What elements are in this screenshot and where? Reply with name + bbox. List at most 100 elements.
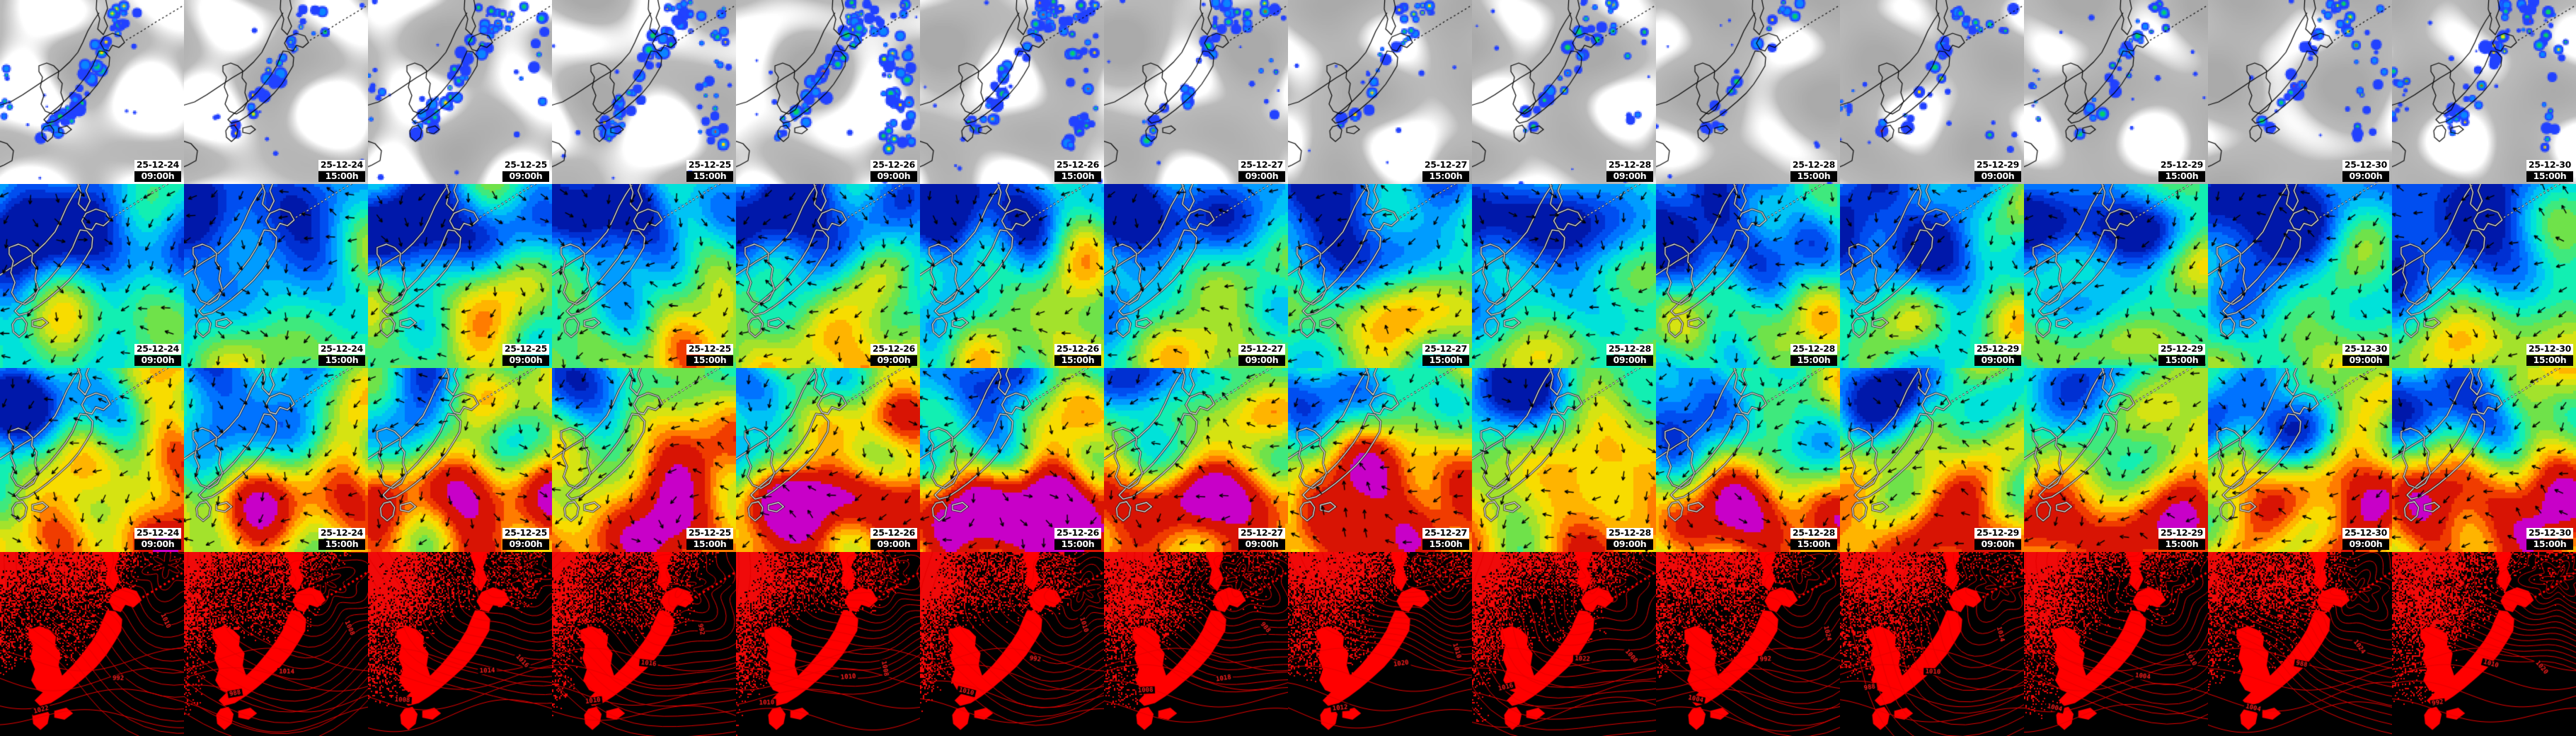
map-canvas (184, 368, 368, 552)
forecast-panel-row1-col9[interactable]: 25-12-28 09:00h (1472, 0, 1656, 184)
forecast-panel-row3-col14[interactable]: 25-12-30 15:00h (2392, 368, 2576, 552)
forecast-panel-row2-col3[interactable]: 25-12-25 09:00h (368, 184, 552, 368)
map-canvas (1840, 0, 2024, 184)
forecast-panel-row3-col4[interactable]: 25-12-25 15:00h (552, 368, 736, 552)
timestamp-badge: 25-12-28 15:00h (1790, 344, 1837, 366)
forecast-panel-row2-col5[interactable]: 25-12-26 09:00h (736, 184, 920, 368)
date-label: 25-12-30 (2526, 528, 2573, 539)
date-label: 25-12-28 (1790, 344, 1837, 355)
forecast-panel-row3-col10[interactable]: 25-12-28 15:00h (1656, 368, 1840, 552)
date-label: 25-12-29 (2158, 344, 2205, 355)
time-label: 09:00h (1238, 355, 1285, 366)
forecast-panel-row3-col13[interactable]: 25-12-30 09:00h (2208, 368, 2392, 552)
time-label: 15:00h (1054, 539, 1101, 550)
time-label: 15:00h (686, 171, 733, 182)
timestamp-badge: 25-12-29 09:00h (1974, 344, 2021, 366)
forecast-panel-row1-col14[interactable]: 25-12-30 15:00h (2392, 0, 2576, 184)
map-canvas (184, 184, 368, 368)
forecast-panel-row2-col7[interactable]: 25-12-27 09:00h (1104, 184, 1288, 368)
date-label: 25-12-27 (1238, 528, 1285, 539)
date-label: 25-12-29 (1974, 160, 2021, 171)
forecast-panel-row3-col2[interactable]: 25-12-24 15:00h (184, 368, 368, 552)
forecast-panel-row1-col4[interactable]: 25-12-25 15:00h (552, 0, 736, 184)
forecast-panel-row2-col2[interactable]: 25-12-24 15:00h (184, 184, 368, 368)
timestamp-badge: 25-12-25 09:00h (502, 160, 549, 182)
forecast-panel-row4-col13[interactable] (2208, 552, 2392, 736)
forecast-panel-row4-col6[interactable] (920, 552, 1104, 736)
map-canvas (368, 552, 552, 736)
forecast-panel-row1-col8[interactable]: 25-12-27 15:00h (1288, 0, 1472, 184)
map-canvas (552, 0, 736, 184)
map-canvas (552, 552, 736, 736)
timestamp-badge: 25-12-29 15:00h (2158, 344, 2205, 366)
timestamp-badge: 25-12-24 09:00h (134, 160, 181, 182)
forecast-panel-row3-col9[interactable]: 25-12-28 09:00h (1472, 368, 1656, 552)
date-label: 25-12-25 (502, 344, 549, 355)
forecast-panel-row4-col7[interactable] (1104, 552, 1288, 736)
forecast-panel-row3-col7[interactable]: 25-12-27 09:00h (1104, 368, 1288, 552)
forecast-panel-row4-col4[interactable] (552, 552, 736, 736)
forecast-panel-row2-col12[interactable]: 25-12-29 15:00h (2024, 184, 2208, 368)
forecast-panel-row4-col9[interactable] (1472, 552, 1656, 736)
forecast-panel-row1-col2[interactable]: 25-12-24 15:00h (184, 0, 368, 184)
forecast-panel-row3-col1[interactable]: 25-12-24 09:00h (0, 368, 184, 552)
time-label: 09:00h (134, 539, 181, 550)
timestamp-badge: 25-12-24 09:00h (134, 344, 181, 366)
forecast-panel-row3-col6[interactable]: 25-12-26 15:00h (920, 368, 1104, 552)
time-label: 09:00h (134, 171, 181, 182)
forecast-panel-row2-col1[interactable]: 25-12-24 09:00h (0, 184, 184, 368)
forecast-panel-row4-col10[interactable] (1656, 552, 1840, 736)
map-canvas (920, 0, 1104, 184)
forecast-panel-row4-col1[interactable] (0, 552, 184, 736)
time-label: 15:00h (1790, 355, 1837, 366)
map-canvas (2392, 0, 2576, 184)
forecast-panel-row4-col2[interactable] (184, 552, 368, 736)
forecast-panel-row1-col5[interactable]: 25-12-26 09:00h (736, 0, 920, 184)
forecast-panel-row2-col11[interactable]: 25-12-29 09:00h (1840, 184, 2024, 368)
forecast-panel-row1-col1[interactable]: 25-12-24 09:00h (0, 0, 184, 184)
forecast-panel-row2-col6[interactable]: 25-12-26 15:00h (920, 184, 1104, 368)
map-canvas (0, 184, 184, 368)
date-label: 25-12-27 (1238, 160, 1285, 171)
date-label: 25-12-26 (1054, 160, 1101, 171)
forecast-panel-row2-col13[interactable]: 25-12-30 09:00h (2208, 184, 2392, 368)
time-label: 09:00h (1974, 539, 2021, 550)
forecast-panel-row2-col9[interactable]: 25-12-28 09:00h (1472, 184, 1656, 368)
forecast-panel-row3-col12[interactable]: 25-12-29 15:00h (2024, 368, 2208, 552)
date-label: 25-12-28 (1790, 160, 1837, 171)
forecast-panel-row2-col8[interactable]: 25-12-27 15:00h (1288, 184, 1472, 368)
date-label: 25-12-26 (870, 344, 917, 355)
time-label: 09:00h (1238, 539, 1285, 550)
forecast-panel-row1-col7[interactable]: 25-12-27 09:00h (1104, 0, 1288, 184)
forecast-panel-row2-col10[interactable]: 25-12-28 15:00h (1656, 184, 1840, 368)
forecast-panel-row4-col8[interactable] (1288, 552, 1472, 736)
forecast-panel-row3-col11[interactable]: 25-12-29 09:00h (1840, 368, 2024, 552)
forecast-panel-row1-col10[interactable]: 25-12-28 15:00h (1656, 0, 1840, 184)
time-label: 09:00h (502, 171, 549, 182)
forecast-panel-row3-col5[interactable]: 25-12-26 09:00h (736, 368, 920, 552)
timestamp-badge: 25-12-27 15:00h (1422, 160, 1469, 182)
date-label: 25-12-30 (2526, 160, 2573, 171)
timestamp-badge: 25-12-25 15:00h (686, 344, 733, 366)
forecast-panel-row4-col12[interactable] (2024, 552, 2208, 736)
timestamp-badge: 25-12-30 15:00h (2526, 344, 2573, 366)
forecast-panel-row1-col3[interactable]: 25-12-25 09:00h (368, 0, 552, 184)
map-canvas (1840, 552, 2024, 736)
forecast-panel-row2-col4[interactable]: 25-12-25 15:00h (552, 184, 736, 368)
forecast-panel-row4-col3[interactable] (368, 552, 552, 736)
forecast-panel-row2-col14[interactable]: 25-12-30 15:00h (2392, 184, 2576, 368)
date-label: 25-12-27 (1238, 344, 1285, 355)
forecast-panel-row1-col13[interactable]: 25-12-30 09:00h (2208, 0, 2392, 184)
date-label: 25-12-29 (2158, 160, 2205, 171)
forecast-panel-row1-col11[interactable]: 25-12-29 09:00h (1840, 0, 2024, 184)
time-label: 15:00h (2158, 171, 2205, 182)
forecast-panel-row4-col14[interactable] (2392, 552, 2576, 736)
forecast-panel-row4-col11[interactable] (1840, 552, 2024, 736)
time-label: 15:00h (2526, 171, 2573, 182)
forecast-panel-row1-col12[interactable]: 25-12-29 15:00h (2024, 0, 2208, 184)
forecast-panel-row3-col3[interactable]: 25-12-25 09:00h (368, 368, 552, 552)
forecast-panel-row3-col8[interactable]: 25-12-27 15:00h (1288, 368, 1472, 552)
forecast-panel-row1-col6[interactable]: 25-12-26 15:00h (920, 0, 1104, 184)
forecast-panel-row4-col5[interactable] (736, 552, 920, 736)
timestamp-badge: 25-12-26 09:00h (870, 528, 917, 550)
